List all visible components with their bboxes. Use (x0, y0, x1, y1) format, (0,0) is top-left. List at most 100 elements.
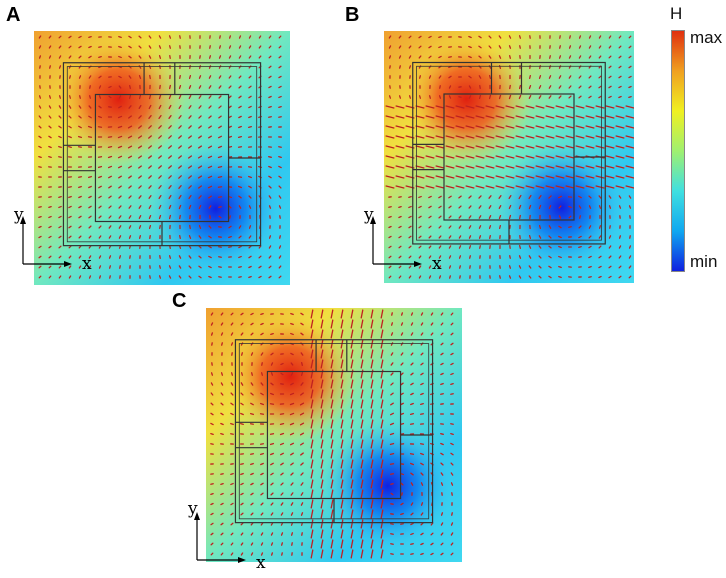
field-arrow (340, 319, 344, 329)
field-arrow (578, 256, 582, 258)
axes-indicator-c: y x (187, 502, 266, 573)
field-arrow (158, 135, 162, 139)
field-arrow (360, 399, 364, 409)
field-arrow (208, 115, 212, 119)
field-arrow (509, 255, 511, 259)
field-arrow (340, 469, 344, 479)
field-arrow (415, 155, 425, 159)
field-arrow (310, 539, 314, 549)
field-arrow (485, 165, 495, 169)
field-arrow (420, 522, 424, 526)
field-arrow (438, 205, 442, 209)
field-arrow (138, 225, 142, 229)
field-arrow (88, 195, 92, 199)
field-arrow (320, 359, 324, 369)
field-arrow (398, 35, 402, 39)
field-arrow (188, 145, 192, 149)
field-arrow (330, 469, 334, 479)
field-arrow (588, 245, 592, 249)
field-arrow (350, 459, 354, 469)
field-arrow (398, 45, 402, 49)
field-arrow (278, 75, 282, 79)
field-arrow (250, 502, 254, 506)
field-arrow (545, 115, 555, 119)
field-arrow (248, 265, 252, 269)
field-arrow (198, 195, 202, 199)
field-arrow (188, 165, 192, 169)
field-arrow (280, 532, 284, 536)
field-arrow (505, 185, 515, 189)
field-arrow (595, 105, 605, 109)
field-arrow (598, 205, 602, 209)
field-arrow (628, 195, 632, 199)
field-arrow (398, 275, 402, 279)
field-arrow (450, 482, 454, 486)
field-arrow (458, 225, 462, 229)
field-arrow (475, 175, 485, 179)
field-arrow (207, 175, 213, 179)
field-arrow (388, 55, 392, 59)
field-arrow (208, 75, 212, 79)
field-arrow (340, 549, 344, 559)
field-arrow (68, 275, 72, 279)
field-arrow (268, 116, 272, 118)
field-arrow (499, 224, 501, 230)
field-arrow (250, 322, 254, 326)
field-arrow (250, 352, 254, 356)
field-arrow (395, 175, 405, 179)
field-arrow (360, 329, 364, 339)
field-arrow (320, 309, 324, 319)
field-arrow (398, 55, 402, 59)
field-arrow (58, 265, 62, 269)
field-arrow (330, 509, 334, 519)
field-arrow (240, 402, 244, 406)
field-arrow (528, 84, 532, 90)
field-arrow (608, 45, 612, 49)
field-arrow (440, 352, 444, 356)
field-arrow (428, 95, 432, 99)
field-arrow (119, 265, 121, 269)
field-arrow (418, 205, 422, 209)
field-arrow (137, 135, 143, 139)
field-arrow (360, 349, 364, 359)
field-arrow (628, 35, 632, 39)
field-arrow (108, 245, 112, 249)
field-arrow (370, 309, 374, 319)
field-arrow (340, 399, 344, 409)
field-arrow (179, 214, 181, 220)
field-arrow (88, 245, 92, 249)
field-arrow (475, 115, 485, 119)
axes-indicator-b: y x (363, 208, 442, 274)
field-arrow (248, 125, 252, 129)
field-arrow (158, 115, 162, 119)
field-arrow (388, 35, 392, 39)
field-arrow (241, 372, 243, 376)
field-arrow (350, 429, 354, 439)
field-arrow (445, 165, 455, 169)
field-arrow (389, 442, 395, 446)
field-arrow (108, 195, 112, 199)
field-arrow (558, 275, 562, 279)
field-arrow (450, 472, 454, 476)
field-arrow (207, 185, 213, 189)
field-arrow (118, 225, 122, 229)
field-arrow (210, 552, 214, 556)
field-arrow (97, 156, 103, 158)
field-arrow (605, 175, 615, 179)
field-arrow (217, 165, 223, 169)
hotspot-min (496, 141, 627, 273)
field-arrow (260, 532, 264, 536)
field-arrow (538, 255, 542, 259)
field-arrow (408, 45, 412, 49)
field-arrow (320, 399, 324, 409)
field-arrow (495, 155, 505, 159)
field-arrow (370, 529, 374, 539)
field-arrow (515, 165, 525, 169)
field-arrow (230, 552, 234, 556)
field-arrow (220, 402, 224, 406)
field-arrow (290, 332, 294, 336)
field-arrow (430, 522, 434, 526)
field-arrow (340, 329, 344, 339)
field-arrow (625, 165, 634, 169)
field-arrow (370, 349, 374, 359)
